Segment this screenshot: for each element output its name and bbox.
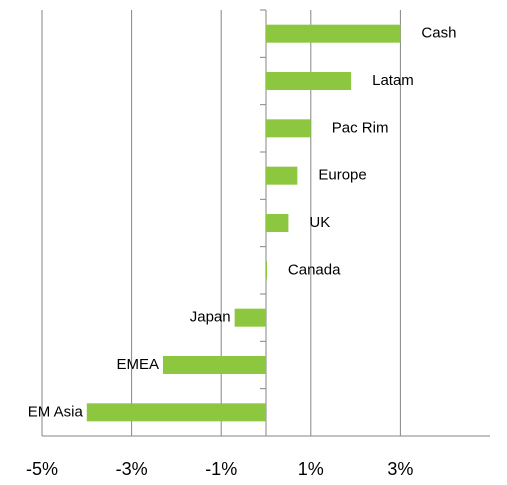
x-tick-label: 3% [387, 459, 413, 479]
category-label: EMEA [116, 356, 159, 373]
x-tick-label: 1% [298, 459, 324, 479]
category-label: Europe [318, 167, 366, 184]
category-label: EM Asia [28, 403, 84, 420]
bar [266, 214, 289, 232]
category-label: Cash [421, 25, 456, 42]
bar [266, 72, 352, 90]
category-label: Japan [190, 309, 231, 326]
bar [234, 308, 266, 327]
bar [162, 356, 266, 374]
category-label: Pac Rim [332, 119, 389, 136]
bar [266, 261, 267, 280]
category-label: UK [309, 214, 330, 231]
bar [266, 119, 311, 138]
x-tick-label: -3% [116, 459, 148, 479]
category-label: Canada [288, 261, 341, 278]
bar [86, 403, 266, 422]
category-label: Latam [372, 72, 414, 89]
x-tick-label: -1% [205, 459, 237, 479]
bar [266, 166, 298, 185]
bar [266, 24, 401, 43]
x-tick-label: -5% [26, 459, 58, 479]
